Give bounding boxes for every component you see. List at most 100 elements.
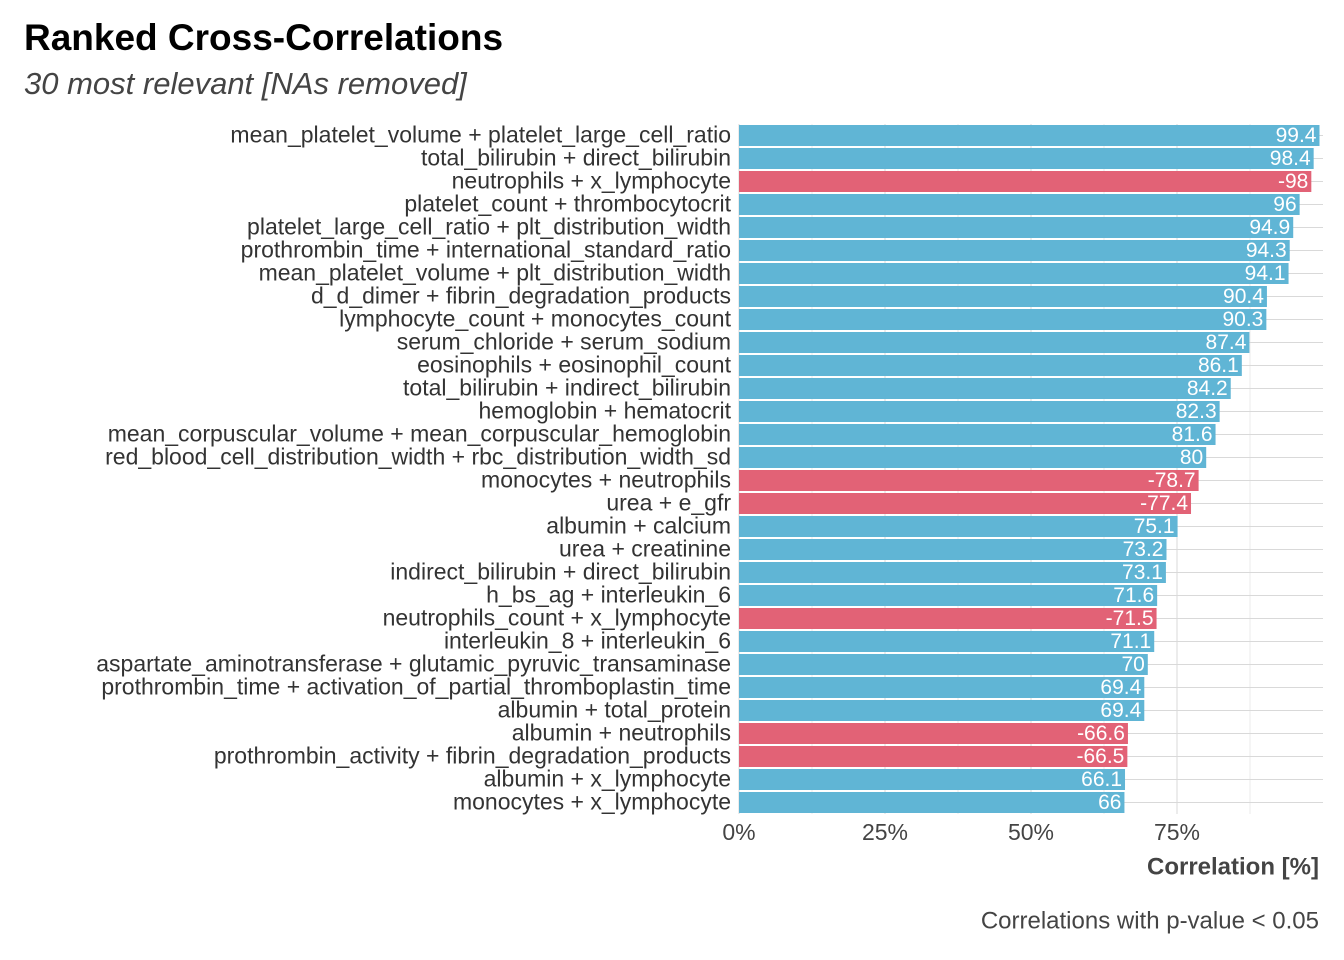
data-label: 94.1: [1245, 262, 1286, 285]
y-tick-label: prothrombin_activity + fibrin_degradatio…: [214, 743, 731, 769]
data-label: 90.3: [1222, 308, 1263, 331]
bar: [739, 401, 1220, 422]
data-label: 69.4: [1100, 676, 1141, 699]
bar: [739, 654, 1148, 675]
y-tick-label: h_bs_ag + interleukin_6: [486, 582, 731, 608]
x-tick-label: 0%: [722, 819, 755, 845]
data-label: 71.6: [1113, 584, 1154, 607]
data-label: 70: [1121, 653, 1144, 676]
data-label: 80: [1180, 446, 1203, 469]
bar: [739, 585, 1158, 606]
bar: [739, 125, 1320, 146]
y-tick-label: total_bilirubin + indirect_bilirubin: [403, 375, 731, 401]
y-tick-label: platelet_count + thrombocytocrit: [404, 191, 731, 217]
bar: [739, 562, 1166, 583]
data-label: 69.4: [1100, 699, 1141, 722]
y-tick-label: interleukin_8 + interleukin_6: [444, 628, 731, 654]
bar: [739, 746, 1128, 767]
bar: [739, 171, 1312, 192]
data-label: 75.1: [1134, 515, 1175, 538]
data-label: 98.4: [1270, 147, 1311, 170]
bar: [739, 677, 1145, 698]
bar: [739, 217, 1294, 238]
bar: [739, 424, 1216, 445]
data-label: -78.7: [1148, 469, 1196, 492]
bar: [739, 608, 1157, 629]
data-label: -66.5: [1076, 745, 1124, 768]
bar: [739, 539, 1167, 560]
data-label: 66: [1098, 791, 1121, 814]
y-tick-label: red_blood_cell_distribution_width + rbc_…: [105, 444, 731, 470]
bar: [739, 194, 1300, 215]
data-label: 90.4: [1223, 285, 1264, 308]
data-label: -66.6: [1077, 722, 1125, 745]
y-tick-label: d_d_dimer + fibrin_degradation_products: [311, 283, 731, 309]
bar: [739, 723, 1128, 744]
y-tick-label: mean_platelet_volume + platelet_large_ce…: [230, 122, 731, 148]
y-tick-label: albumin + x_lymphocyte: [484, 766, 731, 792]
data-label: 96: [1273, 193, 1296, 216]
data-label: 86.1: [1198, 354, 1239, 377]
bar: [739, 240, 1290, 261]
data-label: 82.3: [1176, 400, 1217, 423]
y-tick-label: prothrombin_time + activation_of_partial…: [101, 674, 731, 700]
y-tick-label: mean_corpuscular_volume + mean_corpuscul…: [108, 421, 731, 447]
y-tick-label: monocytes + neutrophils: [481, 467, 731, 493]
y-tick-label: urea + creatinine: [559, 536, 731, 562]
data-label: 66.1: [1081, 768, 1122, 791]
x-axis-title: Correlation [%]: [1147, 853, 1319, 880]
y-tick-label: albumin + neutrophils: [512, 720, 731, 746]
y-tick-label: aspartate_aminotransferase + glutamic_py…: [96, 651, 731, 677]
y-tick-label: indirect_bilirubin + direct_bilirubin: [390, 559, 731, 585]
y-tick-label: neutrophils_count + x_lymphocyte: [383, 605, 731, 631]
bar: [739, 378, 1231, 399]
bar: [739, 700, 1145, 721]
data-label: -98: [1278, 170, 1308, 193]
chart-subtitle: 30 most relevant [NAs removed]: [24, 66, 468, 101]
y-tick-label: lymphocyte_count + monocytes_count: [339, 306, 731, 332]
data-label: 73.1: [1122, 561, 1163, 584]
data-label: -71.5: [1106, 607, 1154, 630]
bar: [739, 792, 1125, 813]
chart-title: Ranked Cross-Correlations: [24, 17, 503, 58]
bar: [739, 263, 1289, 284]
y-tick-label: hemoglobin + hematocrit: [478, 398, 731, 424]
bar: [739, 470, 1199, 491]
bar: [739, 493, 1192, 514]
y-tick-label: total_bilirubin + direct_bilirubin: [421, 145, 731, 171]
y-tick-label: monocytes + x_lymphocyte: [453, 789, 731, 815]
data-label: 71.1: [1110, 630, 1151, 653]
bar: [739, 355, 1242, 376]
bar: [739, 516, 1178, 537]
y-tick-label: prothrombin_time + international_standar…: [241, 237, 731, 263]
y-tick-label: urea + e_gfr: [606, 490, 731, 516]
y-tick-label: albumin + calcium: [546, 513, 731, 539]
x-tick-label: 75%: [1154, 819, 1200, 845]
bar: [739, 332, 1250, 353]
y-tick-label: eosinophils + eosinophil_count: [417, 352, 732, 378]
x-tick-label: 25%: [862, 819, 908, 845]
data-label: 73.2: [1123, 538, 1164, 561]
caption: Correlations with p-value < 0.05: [981, 907, 1319, 934]
bar: [739, 631, 1155, 652]
x-tick-label: 50%: [1008, 819, 1054, 845]
y-tick-label: platelet_large_cell_ratio + plt_distribu…: [247, 214, 731, 240]
bar: [739, 769, 1126, 790]
y-tick-label: albumin + total_protein: [498, 697, 731, 723]
data-label: 84.2: [1187, 377, 1228, 400]
bar: [739, 148, 1314, 169]
data-label: -77.4: [1140, 492, 1188, 515]
data-label: 87.4: [1206, 331, 1247, 354]
y-tick-label: serum_chloride + serum_sodium: [397, 329, 731, 355]
data-label: 99.4: [1276, 124, 1317, 147]
data-label: 94.9: [1249, 216, 1290, 239]
data-label: 94.3: [1246, 239, 1287, 262]
bar: [739, 309, 1267, 330]
y-tick-label: mean_platelet_volume + plt_distribution_…: [259, 260, 731, 286]
bar: [739, 286, 1267, 307]
y-tick-label: neutrophils + x_lymphocyte: [452, 168, 731, 194]
data-label: 81.6: [1172, 423, 1213, 446]
bar: [739, 447, 1207, 468]
